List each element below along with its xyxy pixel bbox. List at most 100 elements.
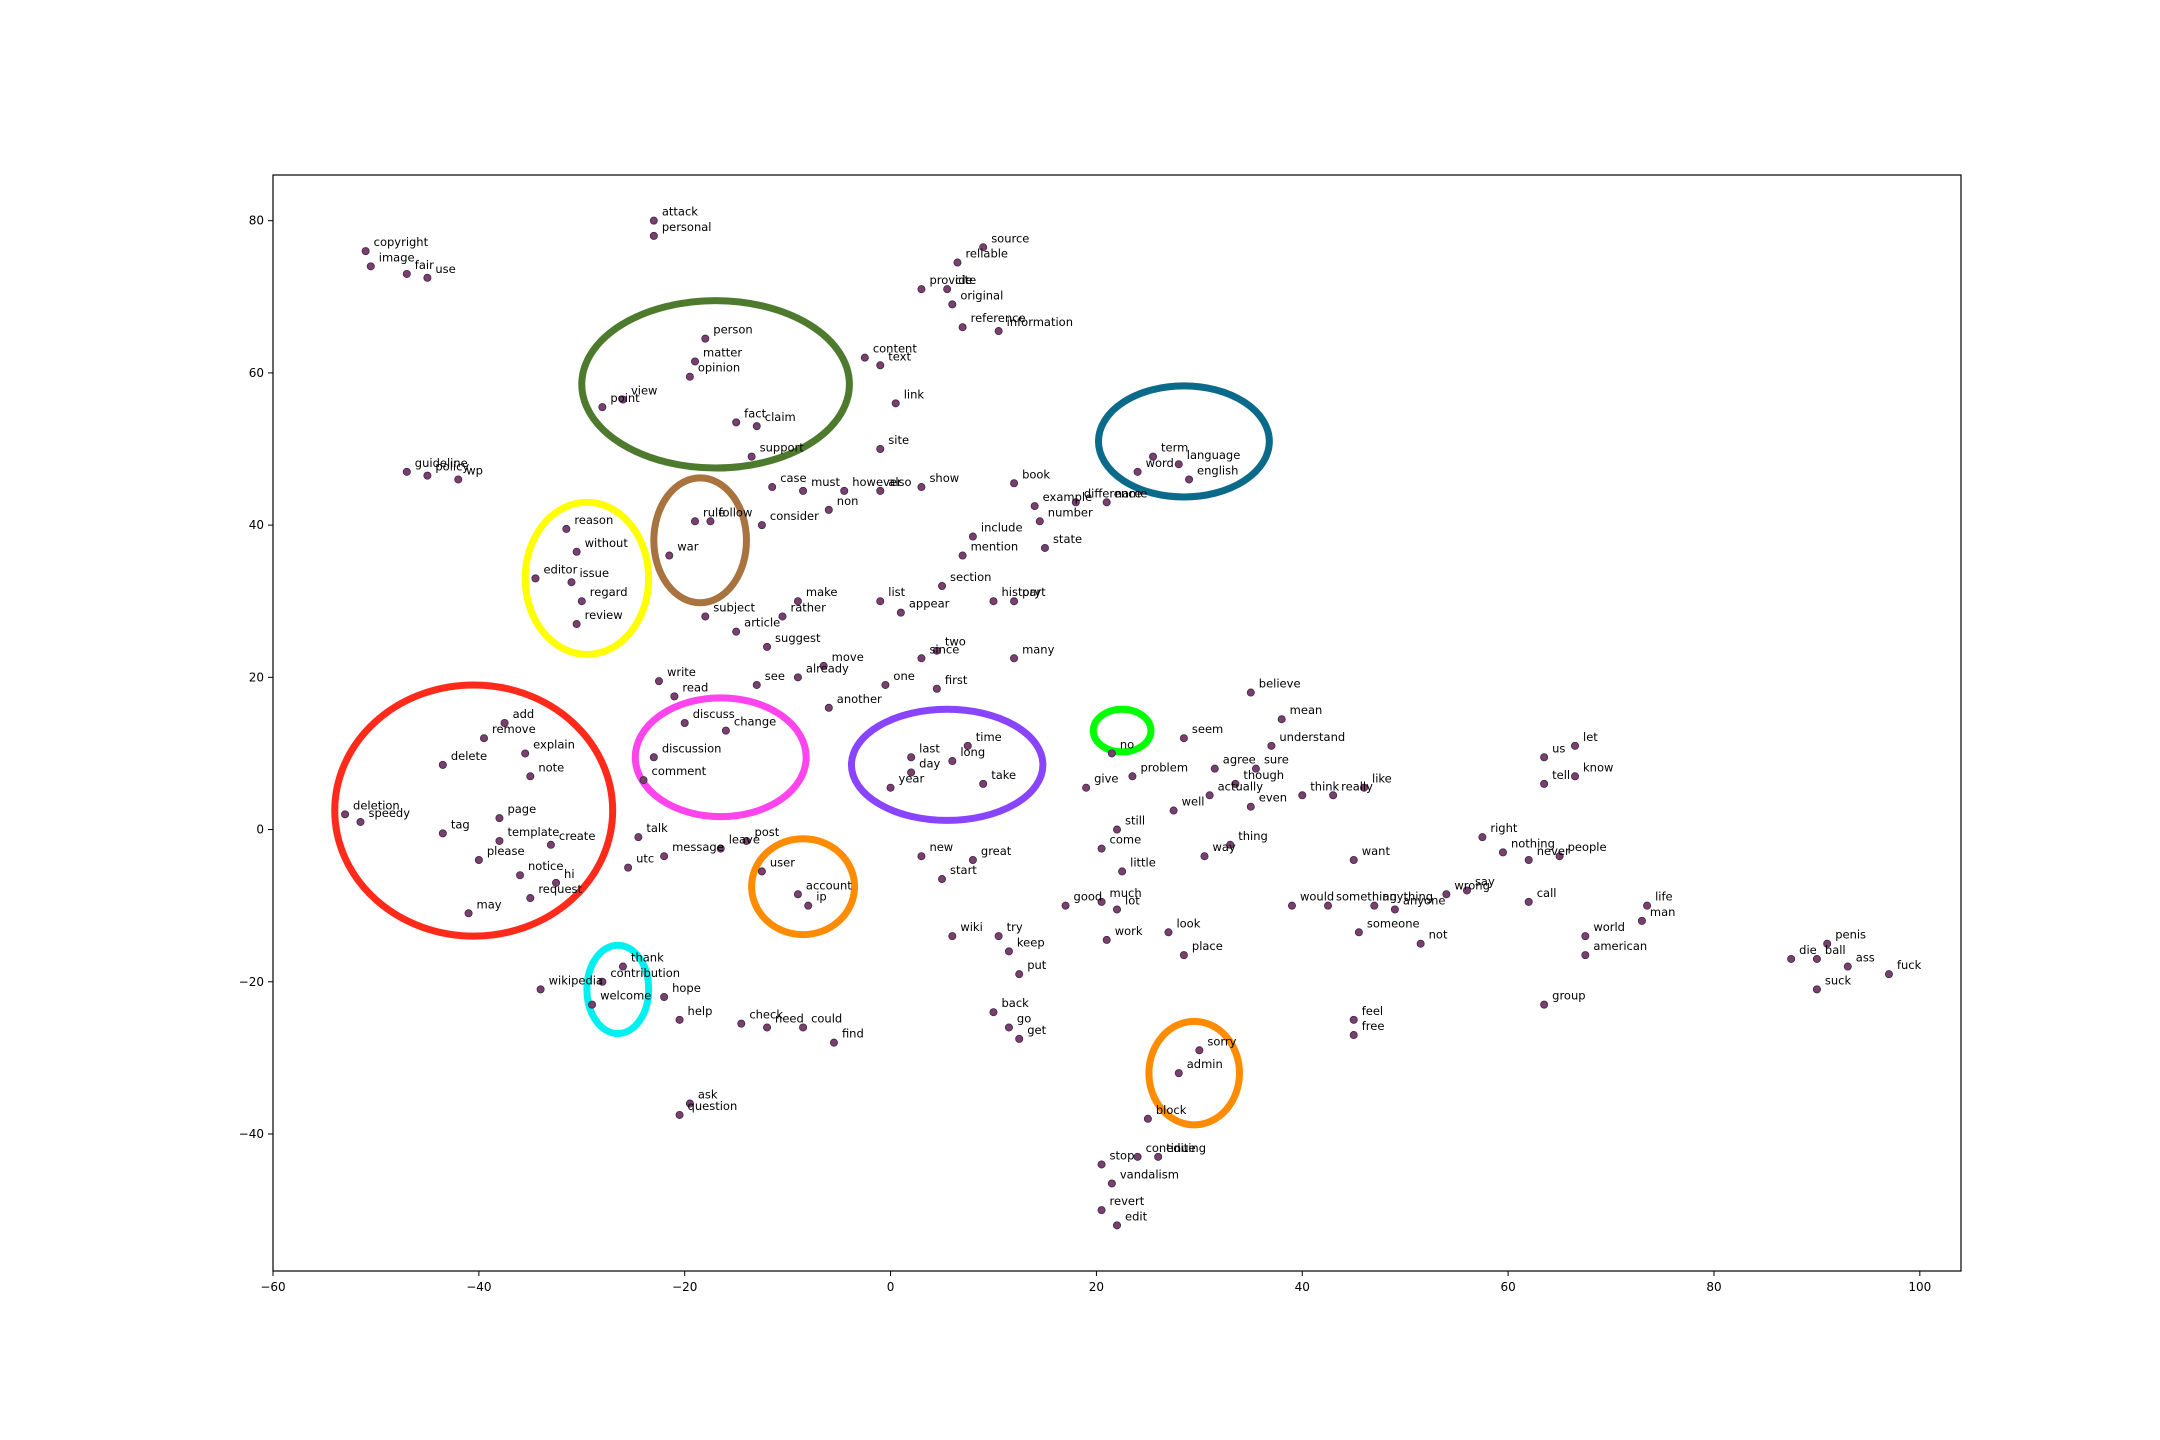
label-get: get [1027, 1023, 1046, 1037]
label-two: two [945, 635, 966, 649]
point-show [917, 483, 926, 492]
highlight-circles [331, 297, 1273, 1129]
label-wikipedia: wikipedia [549, 973, 603, 987]
label-personal: personal [662, 220, 712, 234]
label-also: also [888, 475, 911, 489]
label-american: american [1593, 939, 1647, 953]
point-believe [1246, 688, 1255, 697]
label-show: show [929, 471, 959, 485]
point-stop [1097, 1160, 1106, 1169]
point-many [1010, 654, 1019, 663]
label-anything: anything [1382, 890, 1433, 904]
point-issue [567, 578, 576, 587]
label-suck: suck [1825, 973, 1852, 987]
label-understand: understand [1279, 730, 1345, 744]
point-comment [639, 776, 648, 785]
label-fuck: fuck [1897, 958, 1922, 972]
point-work [1102, 935, 1111, 944]
highlight-circle [847, 705, 1047, 824]
point-user [757, 867, 766, 876]
label-welcome: welcome [600, 989, 651, 1003]
point-reason [562, 524, 571, 533]
label-reference: reference [971, 311, 1026, 325]
label-content: content [873, 342, 918, 356]
label-block: block [1156, 1103, 1187, 1117]
point-welcome [588, 1000, 597, 1009]
label-admin: admin [1187, 1057, 1223, 1071]
y-tick-label: 0 [256, 823, 264, 837]
label-provide: provide [929, 273, 972, 287]
label-though: though [1243, 768, 1284, 782]
label-back: back [1001, 996, 1029, 1010]
label-want: want [1362, 844, 1391, 858]
label-world: world [1593, 920, 1625, 934]
point-edit [1113, 1221, 1122, 1230]
point-editing [1154, 1152, 1163, 1161]
y-axis-ticks: −40 −20 0 20 40 60 80 [239, 214, 273, 1141]
point-check [737, 1019, 746, 1028]
label-reliable: reliable [965, 247, 1008, 261]
point-opinion [685, 372, 694, 381]
point-message [660, 852, 669, 861]
point-group [1540, 1000, 1549, 1009]
point-mention [958, 551, 967, 560]
label-someone: someone [1367, 916, 1420, 930]
point-add [500, 719, 509, 728]
label-list: list [888, 585, 905, 599]
label-non: non [837, 494, 859, 508]
point-still [1113, 825, 1122, 834]
point-fact [732, 418, 741, 427]
label-book: book [1022, 467, 1050, 481]
label-believe: believe [1259, 677, 1301, 691]
label-help: help [688, 1004, 713, 1018]
x-tick-label: 20 [1089, 1280, 1104, 1294]
point-leave [716, 844, 725, 853]
point-revert [1097, 1206, 1106, 1215]
label-feel: feel [1362, 1004, 1383, 1018]
point-look [1164, 928, 1173, 937]
x-tick-label: −60 [260, 1280, 285, 1294]
point-world [1581, 932, 1590, 941]
point-remove [479, 734, 488, 743]
point-account [793, 890, 802, 899]
y-tick-label: 60 [249, 366, 264, 380]
label-rather: rather [790, 600, 826, 614]
label-last: last [919, 741, 940, 755]
point-matter [691, 357, 700, 366]
label-post: post [754, 825, 779, 839]
label-think: think [1310, 779, 1339, 793]
point-something [1324, 901, 1333, 910]
label-english: english [1197, 463, 1238, 477]
point-content [860, 353, 869, 362]
point-american [1581, 951, 1590, 960]
y-tick-label: −20 [239, 975, 264, 989]
label-little: little [1130, 855, 1156, 869]
point-say [1462, 886, 1471, 895]
point-post [742, 836, 751, 845]
label-point: point [610, 391, 640, 405]
point-cite [943, 285, 952, 294]
point-get [1015, 1034, 1024, 1043]
point-delete [438, 760, 447, 769]
point-create [546, 840, 555, 849]
point-keep [1004, 947, 1013, 956]
label-subject: subject [713, 600, 755, 614]
label-review: review [585, 608, 623, 622]
label-first: first [945, 673, 968, 687]
label-us: us [1552, 741, 1565, 755]
point-editor [531, 574, 540, 583]
label-start: start [950, 863, 977, 877]
point-call [1524, 897, 1533, 906]
point-note [526, 772, 535, 781]
point-come [1097, 844, 1106, 853]
label-die: die [1799, 943, 1817, 957]
point-use [423, 273, 432, 282]
label-suggest: suggest [775, 631, 821, 645]
label-contribution: contribution [610, 966, 680, 980]
point-also [876, 486, 885, 495]
label-need: need [775, 1011, 804, 1025]
label-leave: leave [729, 833, 760, 847]
point-think [1298, 791, 1307, 800]
label-say: say [1475, 874, 1495, 888]
point-want [1349, 856, 1358, 865]
